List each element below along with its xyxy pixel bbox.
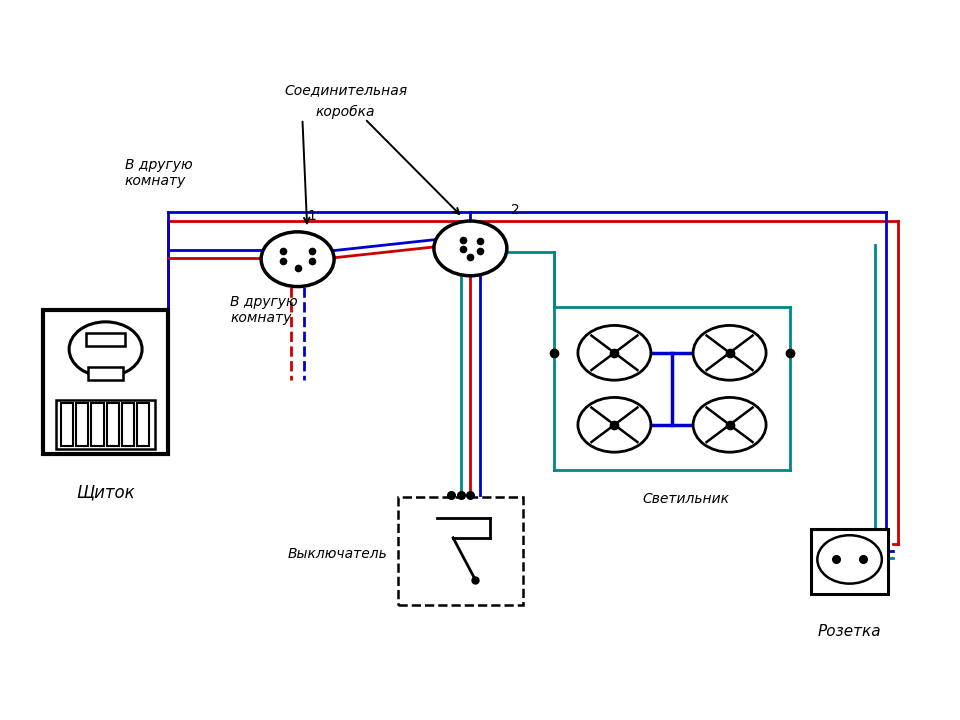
Circle shape <box>817 535 882 584</box>
Bar <box>811 529 888 594</box>
Bar <box>43 310 168 454</box>
Text: Выключатель: Выключатель <box>287 547 387 562</box>
Text: Соединительная: Соединительная <box>284 83 407 97</box>
Circle shape <box>69 322 142 377</box>
Bar <box>56 400 156 449</box>
Circle shape <box>578 397 651 452</box>
Bar <box>76 403 88 446</box>
Bar <box>91 403 104 446</box>
Text: Щиток: Щиток <box>76 484 135 502</box>
Bar <box>137 403 150 446</box>
Text: В другую
комнату: В другую комнату <box>230 294 298 325</box>
Circle shape <box>261 232 334 287</box>
Bar <box>61 403 73 446</box>
Bar <box>122 403 134 446</box>
Bar <box>88 367 123 380</box>
Text: коробка: коробка <box>316 104 375 119</box>
Text: 1: 1 <box>307 210 316 223</box>
Circle shape <box>693 325 766 380</box>
Circle shape <box>434 221 507 276</box>
Bar <box>86 333 125 346</box>
Text: Светильник: Светильник <box>643 492 730 505</box>
Bar <box>398 497 523 605</box>
Text: В другую
комнату: В другую комнату <box>125 158 192 188</box>
Text: Розеткa: Розеткa <box>818 624 881 639</box>
Circle shape <box>578 325 651 380</box>
Bar <box>107 403 119 446</box>
Text: 2: 2 <box>511 204 519 217</box>
Circle shape <box>693 397 766 452</box>
